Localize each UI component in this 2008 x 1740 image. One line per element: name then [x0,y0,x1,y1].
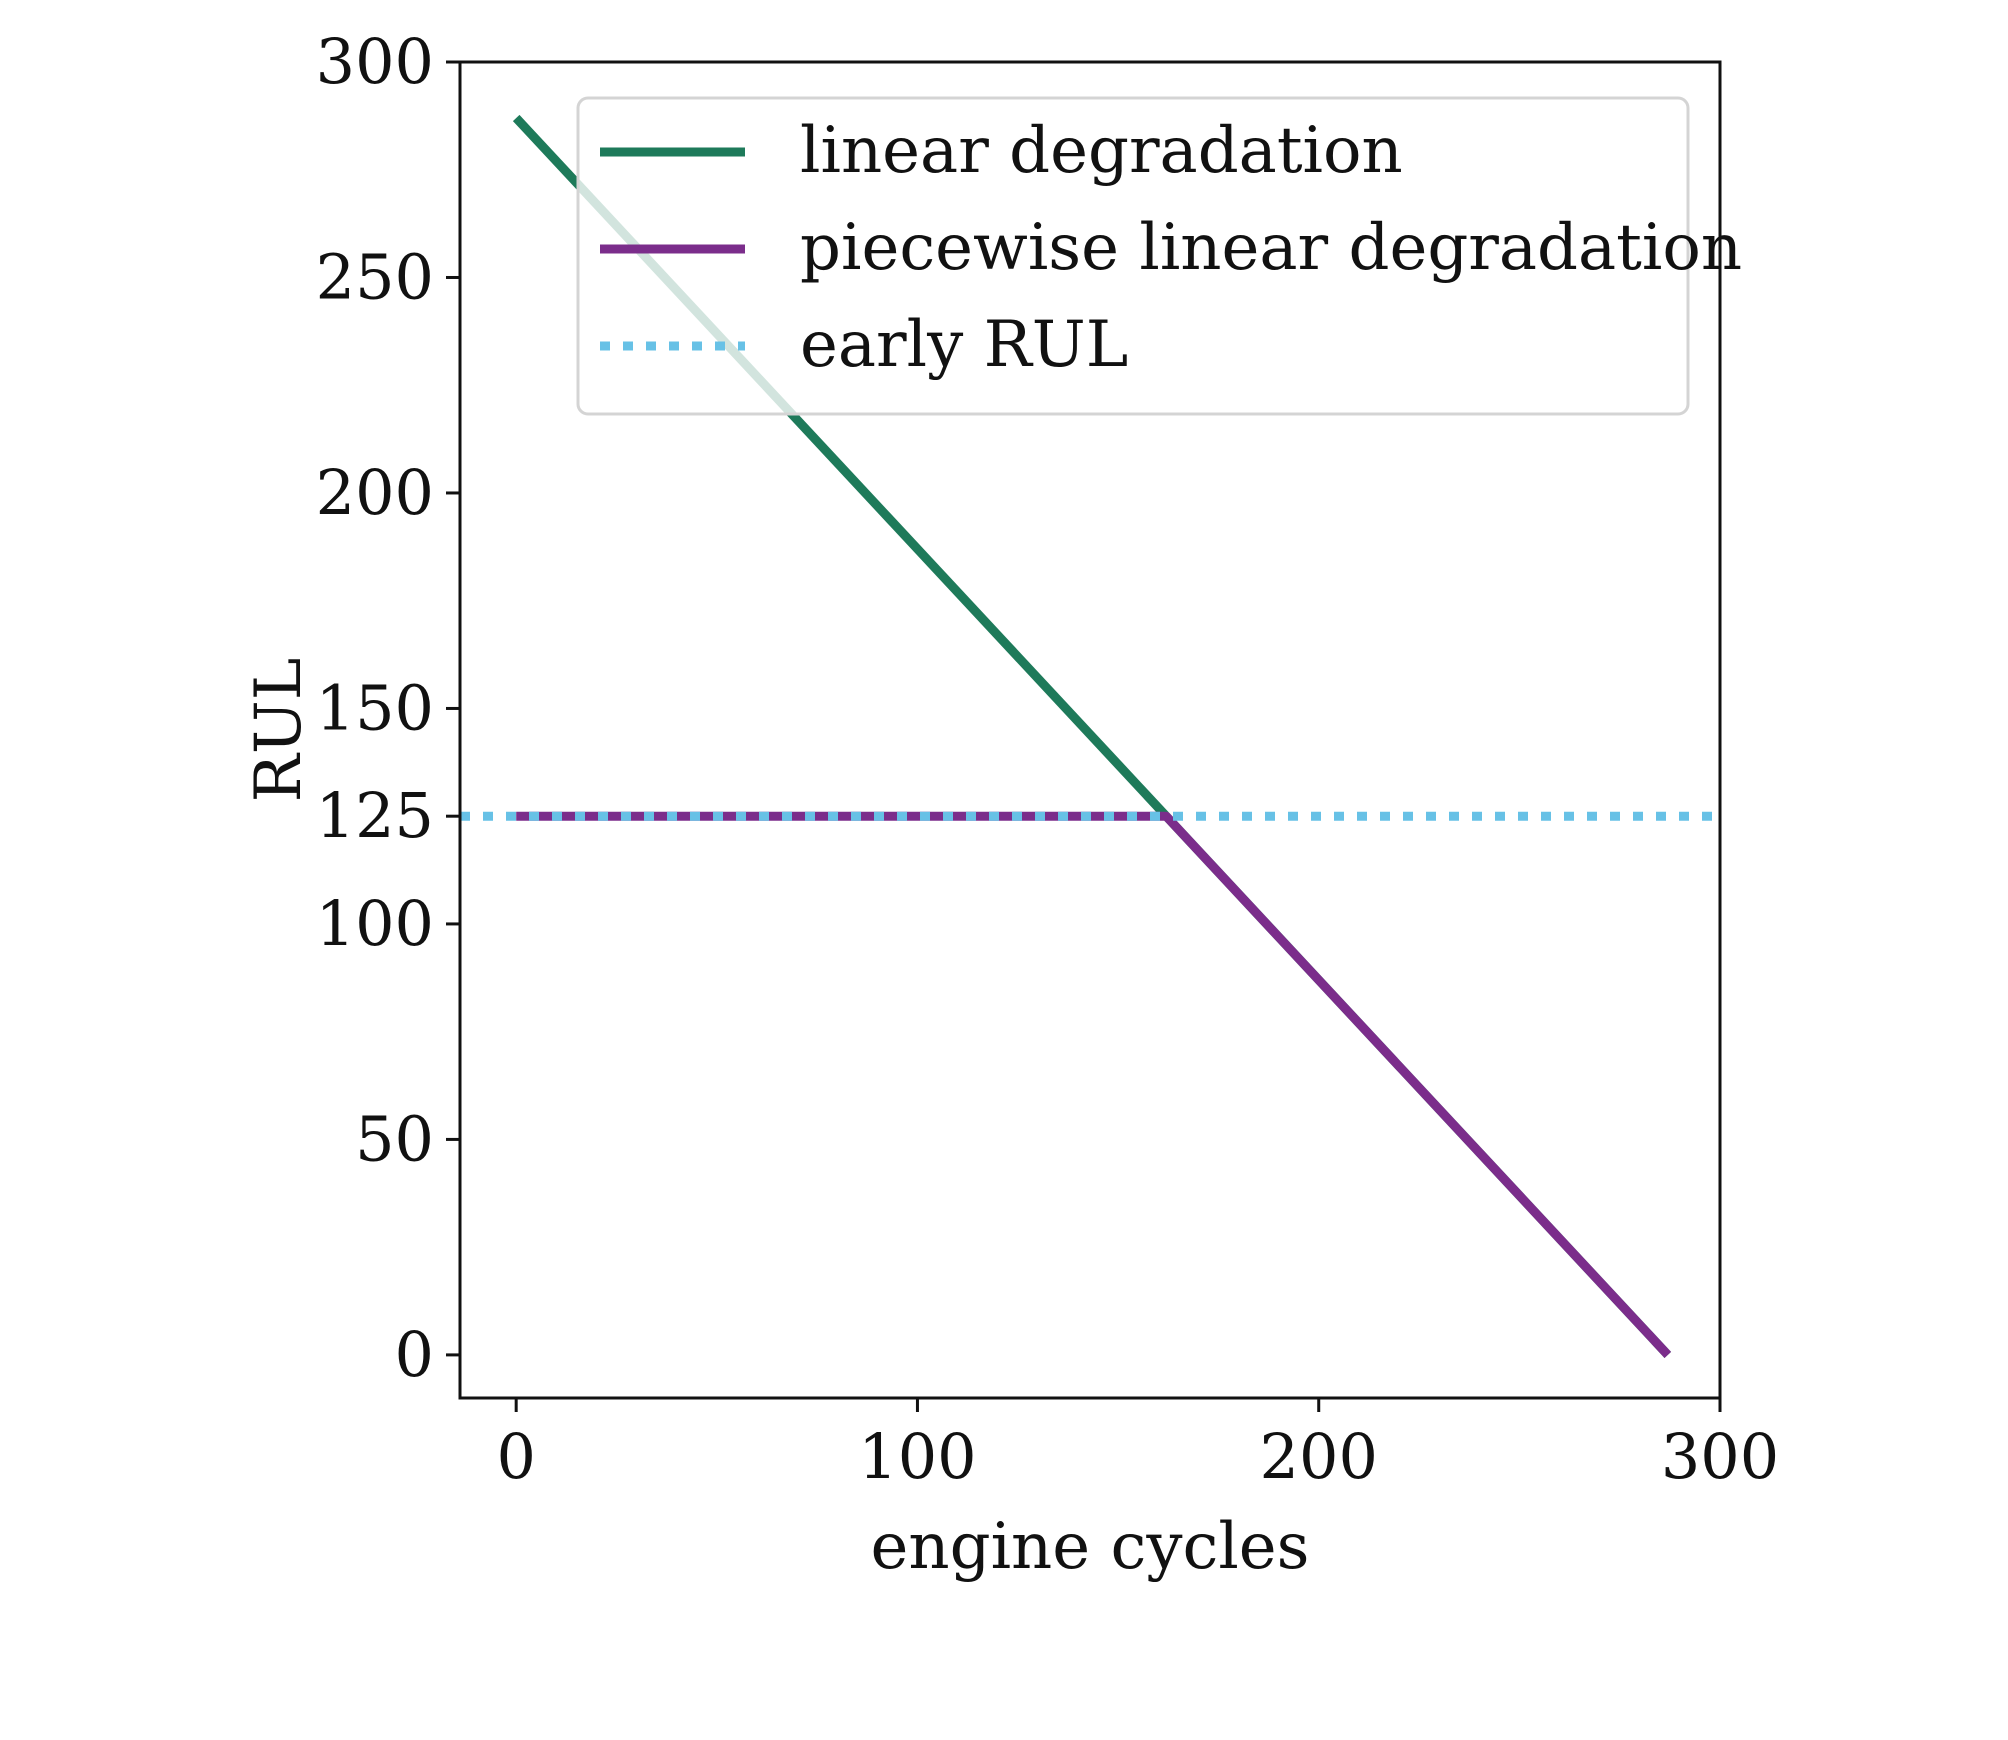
legend-box [576,96,1690,416]
y-tick-label: 100 [316,887,434,960]
y-tick-label: 0 [395,1318,434,1391]
y-tick-label: 250 [316,240,434,313]
x-tick-label: 100 [858,1420,976,1493]
y-tick-label: 300 [316,25,434,98]
legend: linear degradation piecewise linear degra… [576,96,1742,416]
y-axis-label: RUL [242,658,316,803]
x-axis-label: engine cycles [871,1510,1310,1584]
plot-frame [458,60,1722,1400]
legend-label-3: early RUL [800,308,1128,382]
y-tick-label: 200 [316,456,434,529]
x-tick-label: 300 [1661,1420,1779,1493]
legend-label-1: linear degradation [800,114,1403,188]
y-tick-label: 50 [355,1102,434,1175]
series-line-2 [516,811,1672,1358]
ticks-layer: 0 100 200 300 0 50 100 125 150 200 250 300 [316,25,1780,1493]
x-tick-label: 0 [496,1420,535,1493]
y-tick-label: 150 [316,671,434,744]
legend-label-2: piecewise linear degradation [800,211,1742,285]
y-tick-label: 125 [316,779,434,852]
x-tick-label: 200 [1260,1420,1378,1493]
